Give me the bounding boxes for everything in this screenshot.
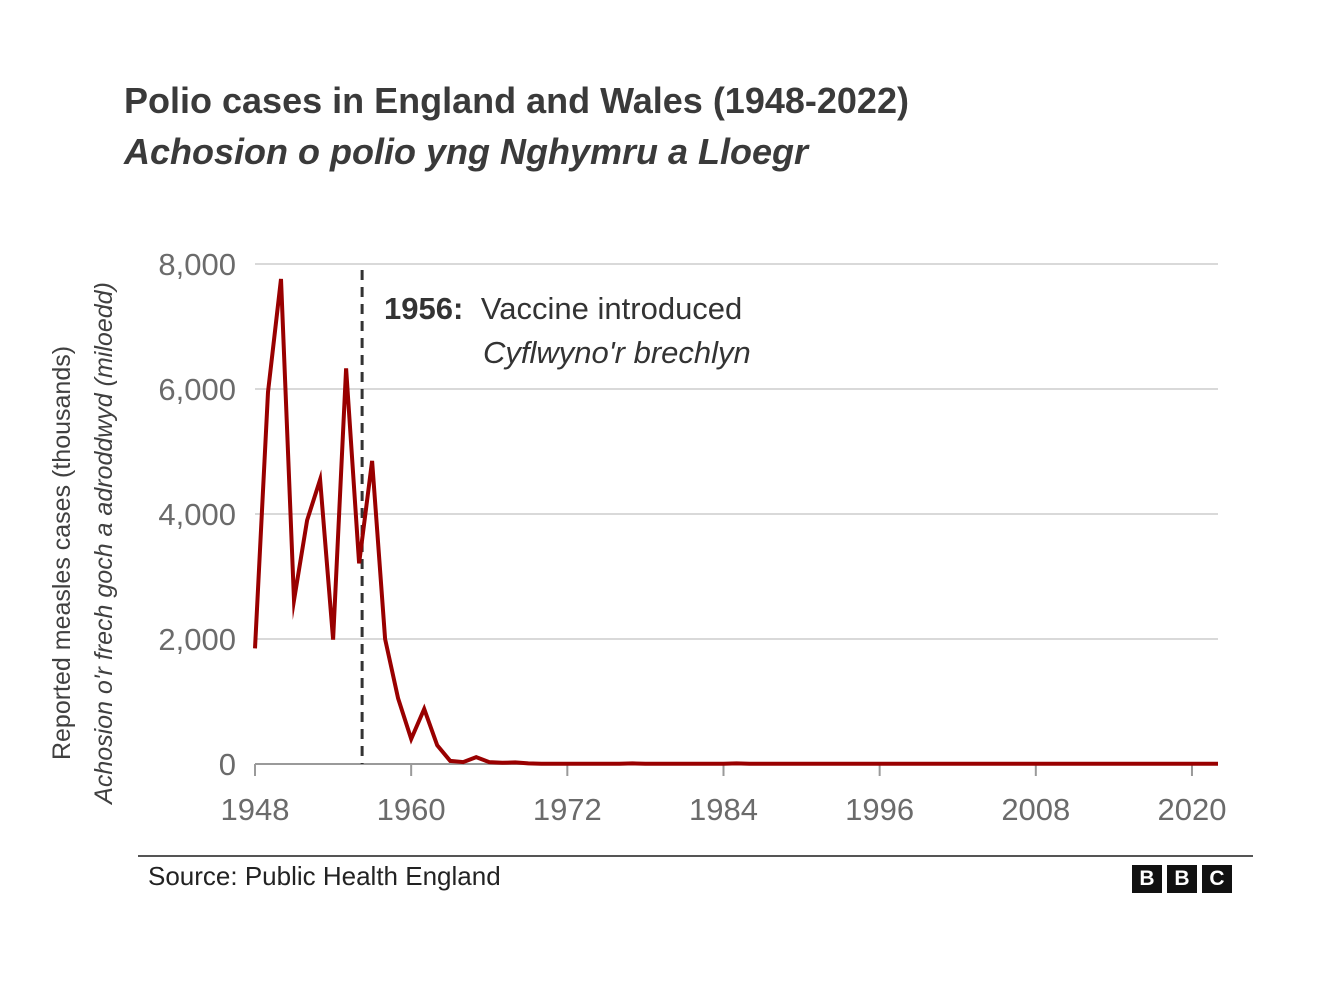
footer-divider [138,855,1253,857]
y-axis-ticks: 0 2,000 4,000 6,000 8,000 [158,247,236,782]
annotation-year: 1956: [384,291,463,326]
chart-title: Polio cases in England and Wales (1948-2… [124,80,909,121]
x-tick-label: 1984 [689,792,758,827]
series-line [253,278,1218,766]
bbc-logo-letter: C [1202,865,1232,893]
series [253,278,1218,766]
y-tick-label: 0 [219,747,236,782]
y-axis-title-welsh: Achosion o'r frech goch a adroddwyd (mil… [90,282,118,806]
bbc-logo-letter: B [1132,865,1162,893]
chart-subtitle: Achosion o polio yng Nghymru a Lloegr [124,131,809,172]
bbc-logo-letter: B [1167,865,1197,893]
x-tick-label: 2008 [1001,792,1070,827]
bbc-logo: B B C [1132,865,1232,893]
x-tick-label: 1996 [845,792,914,827]
y-tick-label: 2,000 [158,622,236,657]
y-tick-label: 4,000 [158,497,236,532]
y-tick-label: 6,000 [158,372,236,407]
vaccine-annotation: 1956: Vaccine introduced [384,291,742,326]
y-axis-title: Reported measles cases (thousands) [48,346,76,760]
x-tick-label: 1960 [377,792,446,827]
annotation-text: Vaccine introduced [481,291,742,326]
vaccine-annotation-welsh: Cyflwyno'r brechlyn [483,335,751,370]
x-tick-label: 1948 [221,792,290,827]
x-tick-label: 2020 [1157,792,1226,827]
x-tick-label: 1972 [533,792,602,827]
x-axis-ticks: 1948 1960 1972 1984 1996 2008 2020 [221,764,1226,827]
y-tick-label: 8,000 [158,247,236,282]
source-text: Source: Public Health England [148,861,501,891]
